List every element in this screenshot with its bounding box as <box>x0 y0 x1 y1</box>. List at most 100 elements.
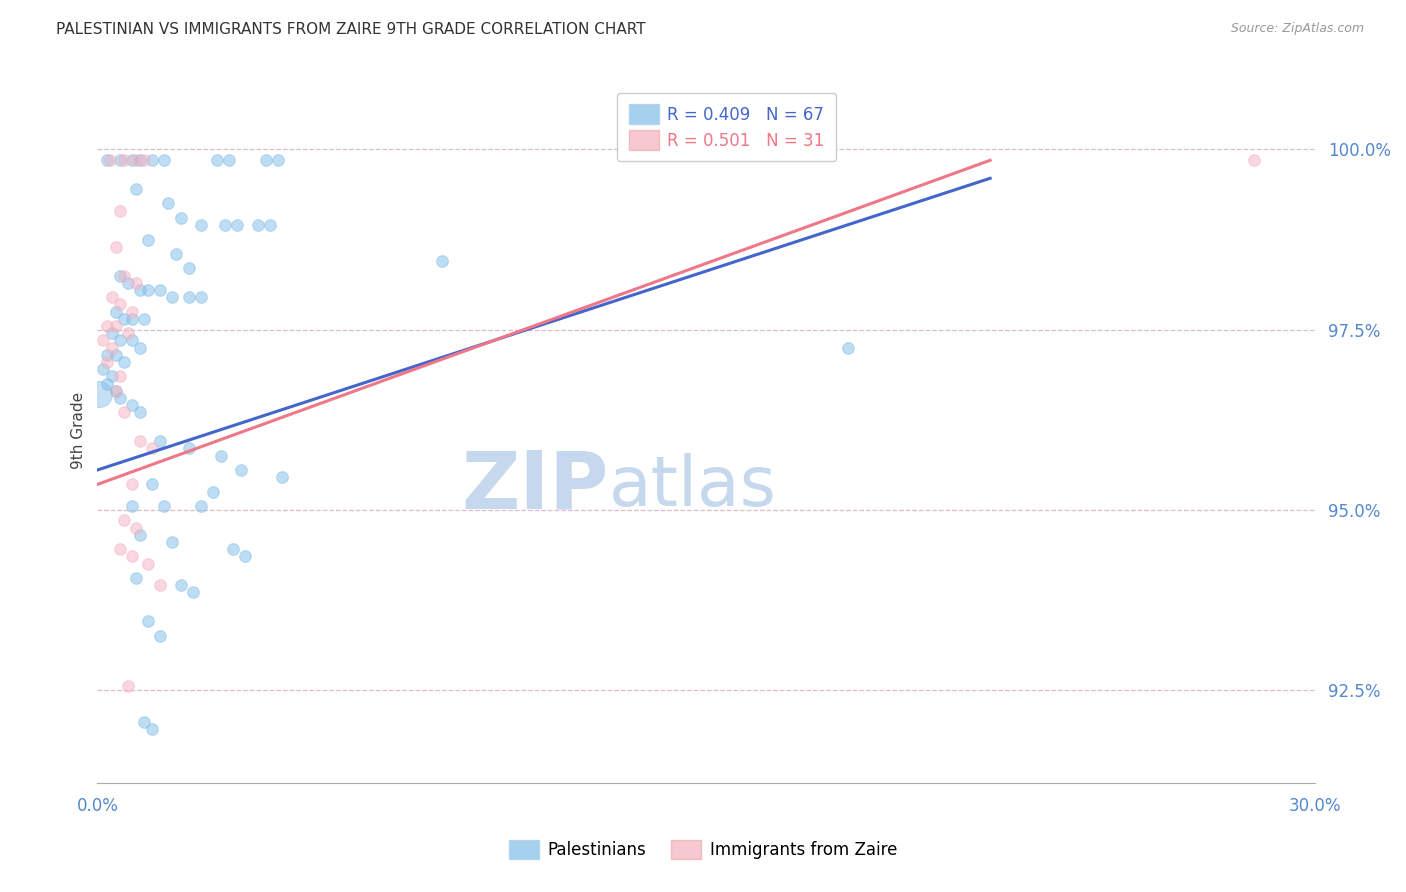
Point <box>112 405 135 419</box>
Point <box>108 542 131 557</box>
Point <box>1243 153 1265 168</box>
Point <box>153 499 176 513</box>
Point <box>93 334 115 348</box>
Point <box>117 276 139 290</box>
Point <box>121 311 143 326</box>
Point <box>104 384 127 398</box>
Point <box>129 528 152 542</box>
Point <box>136 557 159 571</box>
Point <box>112 153 135 168</box>
Point <box>157 196 180 211</box>
Point <box>169 578 191 592</box>
Point <box>149 629 172 643</box>
Point <box>141 153 163 168</box>
Y-axis label: 9th Grade: 9th Grade <box>72 392 86 469</box>
Point <box>121 334 143 348</box>
Point <box>205 153 228 168</box>
Point <box>202 801 225 815</box>
Point <box>190 499 212 513</box>
Text: atlas: atlas <box>609 453 776 520</box>
Point <box>136 233 159 247</box>
Point <box>162 290 184 304</box>
Point <box>98 153 121 168</box>
Point <box>112 311 135 326</box>
Point <box>132 153 155 168</box>
Point <box>149 283 172 297</box>
Point <box>166 247 188 261</box>
Point <box>96 355 118 369</box>
Point <box>432 254 454 268</box>
Point <box>125 182 148 196</box>
Point <box>209 449 232 463</box>
Text: PALESTINIAN VS IMMIGRANTS FROM ZAIRE 9TH GRADE CORRELATION CHART: PALESTINIAN VS IMMIGRANTS FROM ZAIRE 9TH… <box>56 22 645 37</box>
Point <box>129 283 152 297</box>
Point <box>254 153 277 168</box>
Point <box>89 387 111 401</box>
Point <box>125 153 148 168</box>
Point <box>100 369 122 384</box>
Text: ZIP: ZIP <box>461 448 609 526</box>
Point <box>153 153 176 168</box>
Text: Source: ZipAtlas.com: Source: ZipAtlas.com <box>1230 22 1364 36</box>
Point <box>190 218 212 232</box>
Point <box>129 341 152 355</box>
Point <box>231 463 253 477</box>
Point <box>117 679 139 693</box>
Point <box>104 348 127 362</box>
Point <box>100 326 122 340</box>
Point <box>271 470 294 484</box>
Point <box>149 434 172 449</box>
Point <box>121 477 143 491</box>
Point <box>226 218 249 232</box>
Point <box>125 521 148 535</box>
Point <box>104 318 127 333</box>
Point <box>129 405 152 419</box>
Point <box>104 240 127 254</box>
Point <box>169 211 191 225</box>
Point <box>141 723 163 737</box>
Point <box>112 268 135 283</box>
Point <box>267 153 290 168</box>
Point <box>96 348 118 362</box>
Point <box>121 304 143 318</box>
Point <box>259 218 281 232</box>
Point <box>121 549 143 564</box>
Point <box>202 484 225 499</box>
Point <box>112 513 135 527</box>
Point <box>96 318 118 333</box>
Point <box>129 434 152 449</box>
Point <box>108 334 131 348</box>
Point <box>96 376 118 391</box>
Point <box>108 203 131 218</box>
Point <box>246 218 269 232</box>
Point <box>136 615 159 629</box>
Point <box>129 153 152 168</box>
Point <box>222 542 245 557</box>
Point <box>100 290 122 304</box>
Point <box>96 153 118 168</box>
Point <box>177 442 200 456</box>
Point <box>93 362 115 376</box>
Point <box>141 442 163 456</box>
Point <box>104 384 127 398</box>
Point <box>177 290 200 304</box>
Legend: R = 0.409   N = 67, R = 0.501   N = 31: R = 0.409 N = 67, R = 0.501 N = 31 <box>617 93 837 161</box>
Point <box>100 341 122 355</box>
Point <box>121 153 143 168</box>
Point <box>837 341 859 355</box>
Point <box>108 369 131 384</box>
Point <box>108 297 131 311</box>
Point <box>132 715 155 730</box>
Point <box>121 499 143 513</box>
Point <box>149 578 172 592</box>
Point <box>141 477 163 491</box>
Point <box>162 535 184 549</box>
Point <box>117 326 139 340</box>
Point <box>190 290 212 304</box>
Point <box>112 355 135 369</box>
Point <box>108 268 131 283</box>
Point <box>108 153 131 168</box>
Legend: Palestinians, Immigrants from Zaire: Palestinians, Immigrants from Zaire <box>502 833 904 866</box>
Point <box>132 311 155 326</box>
Point <box>104 304 127 318</box>
